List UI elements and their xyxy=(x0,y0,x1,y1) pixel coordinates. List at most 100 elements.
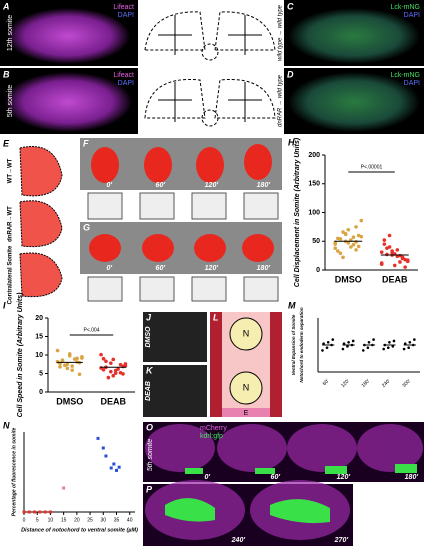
tissue xyxy=(288,72,420,132)
data-point xyxy=(347,341,350,344)
time-label: 60' xyxy=(156,182,166,189)
data-point xyxy=(70,364,74,368)
x-tick-label: DMSO xyxy=(335,274,362,284)
panel-letter: F xyxy=(83,138,89,148)
side-label: 5th somite xyxy=(7,85,14,117)
time-label: 270' xyxy=(334,537,349,544)
panel-letter: E xyxy=(3,138,10,148)
data-point xyxy=(346,227,351,232)
y-tick-label: 200 xyxy=(308,152,320,159)
data-point xyxy=(408,341,412,344)
x-tick-label: 300' xyxy=(401,378,412,389)
data-point xyxy=(341,347,345,351)
data-point xyxy=(379,250,384,254)
data-point xyxy=(336,249,340,253)
data-point xyxy=(338,251,343,256)
channel: mCherry xyxy=(200,425,227,432)
x-tick-label: 60' xyxy=(322,378,331,387)
data-point xyxy=(62,486,66,490)
data-point xyxy=(398,260,402,264)
y-tick-label: 0 xyxy=(316,267,320,274)
data-point xyxy=(356,233,361,238)
time-label: 120' xyxy=(337,474,351,481)
data-point xyxy=(413,338,416,341)
data-point xyxy=(356,244,361,249)
x-tick-label: 0 xyxy=(23,517,26,523)
x-tick-label: 40 xyxy=(127,517,133,523)
arrows xyxy=(158,15,262,122)
data-point xyxy=(48,510,52,514)
data-point xyxy=(38,510,42,514)
data-point xyxy=(123,362,128,366)
data-point xyxy=(354,248,358,252)
row-label: Contralateral Somite xyxy=(8,245,14,304)
time-label: 60' xyxy=(156,265,166,272)
data-point xyxy=(382,238,387,242)
time-label: 180' xyxy=(405,474,419,481)
data-point xyxy=(391,345,395,348)
data-point xyxy=(385,252,389,257)
data-point xyxy=(72,357,77,361)
data-point xyxy=(63,363,67,368)
y-axis-label: Cell Displacement in Somite (Arbitrary U… xyxy=(294,137,301,287)
time-label: 0' xyxy=(204,474,210,481)
tissue xyxy=(288,8,420,64)
data-point xyxy=(400,256,405,260)
data-point xyxy=(392,263,397,268)
panel-letter: I xyxy=(3,300,6,310)
panel-letter: J xyxy=(146,312,152,322)
data-point xyxy=(342,342,346,345)
data-point xyxy=(351,339,355,343)
time-label: 0' xyxy=(106,182,112,189)
data-point xyxy=(367,341,371,344)
x-tick-label: 25 xyxy=(87,517,93,523)
tissue xyxy=(4,72,132,132)
data-point xyxy=(111,373,116,378)
label: E xyxy=(244,410,249,417)
data-point xyxy=(104,359,108,364)
panel-letter: M xyxy=(288,300,296,310)
data-point xyxy=(112,462,116,466)
data-point xyxy=(349,245,353,249)
data-point xyxy=(77,372,82,377)
x-tick-label: 180' xyxy=(361,378,372,389)
y-tick-label: 15 xyxy=(35,333,43,340)
y-tick-label: 150 xyxy=(308,181,320,188)
data-point xyxy=(382,347,385,351)
data-point xyxy=(113,371,118,375)
grid-schemes xyxy=(87,192,279,302)
channel: DAPI xyxy=(118,12,134,19)
panel-letter: H xyxy=(288,137,295,147)
data-point xyxy=(80,356,84,360)
y-axis-label: Percentage of fluorescence in somite xyxy=(11,427,17,516)
x-tick-label: 35 xyxy=(114,517,120,523)
data-point xyxy=(346,345,349,348)
data-point xyxy=(58,365,62,369)
data-point xyxy=(104,454,108,458)
condition: DEAB xyxy=(145,381,152,401)
time-label: 180' xyxy=(257,265,271,272)
y-axis-label: Ventral Expansion of Somite xyxy=(291,314,296,375)
y-tick-label: 20 xyxy=(35,315,43,322)
image-k xyxy=(143,365,207,417)
data-point xyxy=(70,368,74,372)
side-label: 5th somite xyxy=(147,439,154,471)
x-axis-label: Distance of notochord to ventral somite … xyxy=(21,527,138,533)
data-point xyxy=(115,468,118,472)
panel-letter: D xyxy=(287,69,294,79)
data-point xyxy=(354,240,358,244)
data-point xyxy=(385,246,389,250)
data-point xyxy=(321,349,324,352)
data-point xyxy=(111,357,116,362)
data-point xyxy=(117,465,121,469)
y-tick-label: 0 xyxy=(39,389,43,396)
channel: Lck-mNG xyxy=(390,4,420,11)
data-point xyxy=(402,347,406,351)
condition: DMSO xyxy=(145,326,152,348)
data-point xyxy=(118,362,123,367)
notochord xyxy=(229,371,263,405)
panel-letter: B xyxy=(3,69,10,79)
data-point xyxy=(60,359,65,363)
y-tick-label: 50 xyxy=(312,238,320,245)
